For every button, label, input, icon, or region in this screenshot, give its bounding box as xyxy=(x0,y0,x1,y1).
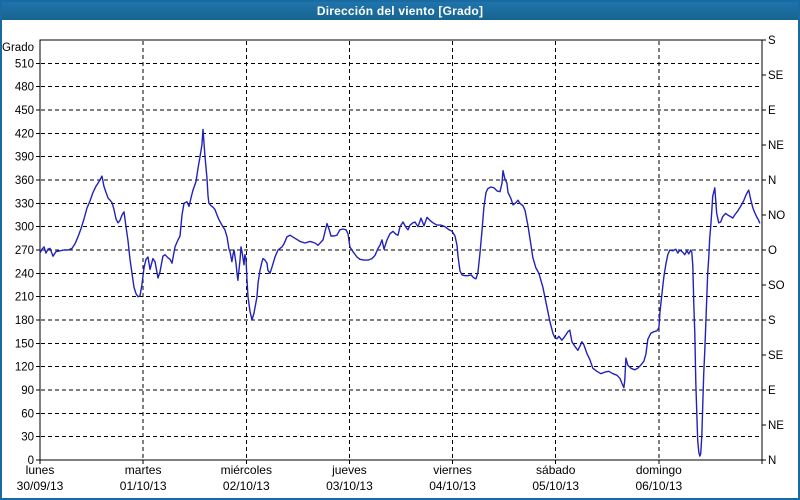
y-left-tick-label: 450 xyxy=(15,105,34,117)
y-right-tick-label: N xyxy=(768,175,776,187)
y-right-tick-label: S xyxy=(768,315,776,327)
x-day-name: jueves xyxy=(331,463,367,477)
y-right-tick-label: E xyxy=(768,105,776,117)
y-right-tick-label: E xyxy=(768,385,776,397)
x-day-name: lunes xyxy=(26,463,55,477)
x-day-date: 06/10/13 xyxy=(635,479,682,493)
y-right-tick-label: SO xyxy=(768,280,785,292)
y-left-tick-label: 150 xyxy=(15,338,34,350)
chart-title-bar: Dirección del viento [Grado] xyxy=(2,2,798,20)
x-day-name: viernes xyxy=(433,463,472,477)
x-day-date: 01/10/13 xyxy=(120,479,167,493)
x-day-date: 05/10/13 xyxy=(532,479,579,493)
y-left-tick-label: 210 xyxy=(15,292,34,304)
y-left-tick-label: 300 xyxy=(15,222,34,234)
chart-title: Dirección del viento [Grado] xyxy=(316,4,484,18)
y-left-axis-title: Grado xyxy=(2,42,34,54)
y-left-tick-label: 480 xyxy=(15,82,34,94)
x-day-name: martes xyxy=(125,463,162,477)
y-left-tick-label: 60 xyxy=(21,408,34,420)
x-day-name: miércoles xyxy=(221,463,272,477)
wind-direction-chart: 0 30 60 90 120 150 180 210 240 270 300 330 360 390 420… xyxy=(2,35,785,493)
x-day-date: 03/10/13 xyxy=(326,479,373,493)
y-right-tick-label: O xyxy=(768,245,777,257)
y-left-tick-label: 330 xyxy=(15,198,34,210)
y-right-tick-label: NO xyxy=(768,210,785,222)
y-left-tick-label: 240 xyxy=(15,268,34,280)
y-left-tick-label: 0 xyxy=(28,455,34,467)
x-day-name: sábado xyxy=(536,463,576,477)
y-left-tick-label: 90 xyxy=(21,385,34,397)
y-right-tick-label: SE xyxy=(768,70,784,82)
y-right-tick-label: NE xyxy=(768,140,784,152)
y-right-tick-label: S xyxy=(768,35,776,47)
y-right-tick-label: NE xyxy=(768,420,784,432)
y-left-tick-label: 420 xyxy=(15,128,34,140)
x-day-name: domingo xyxy=(636,463,682,477)
y-left-tick-label: 390 xyxy=(15,152,34,164)
y-left-tick-label: 360 xyxy=(15,175,34,187)
y-left-tick-label: 120 xyxy=(15,362,34,374)
x-day-date: 02/10/13 xyxy=(223,479,270,493)
y-left-tick-label: 510 xyxy=(15,58,34,70)
y-left-tick-label: 180 xyxy=(15,315,34,327)
y-left-tick-label: 30 xyxy=(21,432,34,444)
series-line xyxy=(39,128,761,457)
x-day-date: 04/10/13 xyxy=(429,479,476,493)
y-right-tick-label: SE xyxy=(768,350,784,362)
x-day-date: 30/09/13 xyxy=(17,479,64,493)
y-right-tick-label: N xyxy=(768,455,776,467)
y-left-tick-label: 270 xyxy=(15,245,34,257)
